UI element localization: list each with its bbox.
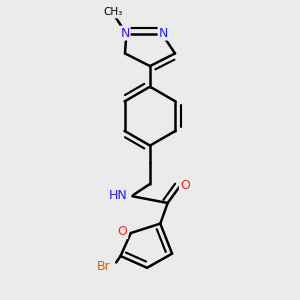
Text: O: O (118, 225, 127, 238)
Text: N: N (120, 27, 130, 40)
Text: N: N (159, 27, 168, 40)
Text: Br: Br (97, 260, 110, 273)
Text: O: O (180, 179, 190, 192)
Text: CH₃: CH₃ (103, 8, 123, 17)
Text: HN: HN (109, 189, 128, 202)
